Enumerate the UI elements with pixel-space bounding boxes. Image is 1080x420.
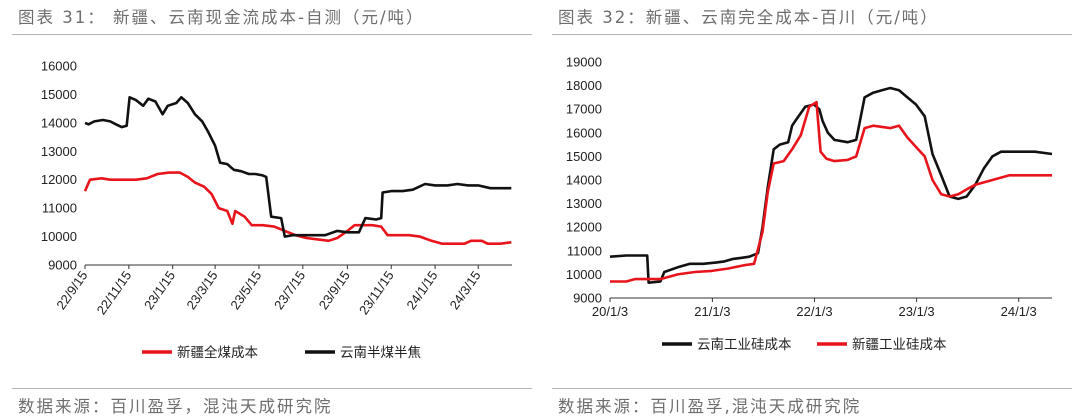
legend-label-1: 新疆全煤成本 — [177, 344, 258, 361]
y-tick-label: 13000 — [41, 144, 77, 159]
figure-32-title: 图表 32：新疆、云南完全成本-百川（元/吨） — [558, 8, 939, 27]
figure-32-panel: 图表 32：新疆、云南完全成本-百川（元/吨） 9000 10000 11000 12… — [552, 0, 1080, 420]
y-tick-label: 14000 — [566, 173, 602, 188]
legend-label-1: 云南工业硅成本 — [697, 337, 792, 353]
y-tick-label: 18000 — [566, 78, 602, 93]
figure-32-top-rule — [552, 34, 1072, 35]
y-tick-label: 16000 — [41, 59, 77, 74]
x-tick-label: 23/1/3 — [899, 304, 935, 319]
series-line-2 — [84, 96, 512, 238]
y-tick-label: 9000 — [48, 258, 77, 273]
x-tick-label: 22/11/15 — [94, 268, 135, 317]
figure-31-chart: 9000 10000 11000 12000 13000 14000 15000 16000 2… — [41, 59, 512, 361]
y-tick-label: 15000 — [41, 87, 77, 102]
legend-label-2: 云南半煤半焦 — [340, 345, 421, 361]
legend-label-2: 新疆工业硅成本 — [852, 337, 947, 353]
x-tick-label: 23/1/15 — [141, 268, 178, 312]
y-tick-label: 15000 — [566, 149, 602, 164]
y-tick-label: 13000 — [566, 196, 602, 211]
figure-31-title: 图表 31： 新疆、云南现金流成本-自测（元/吨） — [18, 8, 425, 27]
y-tick-label: 11000 — [567, 243, 602, 258]
x-tick-label: 23/7/15 — [271, 268, 308, 312]
y-tick-label: 11000 — [42, 201, 77, 216]
y-tick-label: 17000 — [566, 102, 602, 117]
x-tick-label: 23/11/15 — [356, 268, 397, 317]
figure-32-source: 数据来源：百川盈孚,混沌天成研究院 — [558, 397, 862, 416]
y-tick-label: 10000 — [566, 267, 602, 282]
y-tick-label: 16000 — [566, 125, 602, 140]
figure-31-panel: 图表 31： 新疆、云南现金流成本-自测（元/吨） 9000 10000 11000… — [12, 0, 542, 420]
x-tick-label: 21/1/3 — [694, 304, 730, 319]
y-tick-label: 9000 — [573, 291, 602, 306]
figure-32-bottom-rule — [552, 388, 1072, 389]
figure-31-bottom-rule — [12, 388, 532, 389]
series-line-1 — [83, 171, 512, 245]
x-tick-label: 24/3/15 — [447, 268, 484, 312]
figure-31-source: 数据来源：百川盈孚，混沌天成研究院 — [18, 397, 333, 416]
x-tick-label: 22/9/15 — [53, 268, 90, 312]
y-tick-label: 14000 — [41, 115, 77, 130]
series-line-1 — [609, 86, 1053, 284]
figure-32-chart: 9000 10000 11000 12000 13000 14000 15000 16000 1… — [566, 55, 1053, 353]
x-tick-label: 23/5/15 — [227, 268, 264, 312]
series-line-2 — [610, 100, 1052, 283]
y-tick-label: 12000 — [566, 220, 602, 235]
y-tick-label: 19000 — [566, 55, 602, 70]
x-tick-label: 22/1/3 — [796, 304, 832, 319]
x-tick-label: 20/1/3 — [592, 304, 628, 319]
figure-31-top-rule — [12, 34, 532, 35]
y-tick-label: 10000 — [41, 229, 77, 244]
x-tick-label: 24/1/15 — [403, 268, 440, 312]
x-tick-label: 23/3/15 — [183, 268, 220, 312]
x-tick-label: 23/9/15 — [316, 268, 353, 312]
x-tick-label: 24/1/3 — [1001, 304, 1037, 319]
y-tick-label: 12000 — [41, 172, 77, 187]
